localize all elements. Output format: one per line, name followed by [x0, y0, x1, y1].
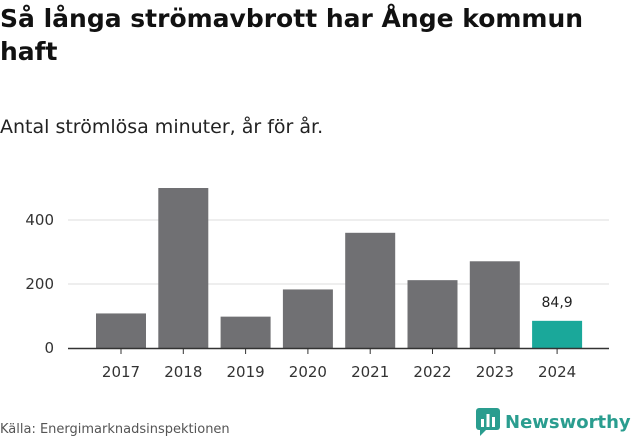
x-tick-label: 2024: [538, 363, 576, 381]
bar: [158, 188, 209, 348]
x-tick-label: 2017: [102, 363, 140, 381]
newsworthy-chart-icon: [476, 408, 500, 436]
brand-name: Newsworthy: [505, 411, 631, 433]
data-label: 84,9: [542, 295, 573, 311]
chart-title: Så långa strömavbrott har Ånge kommun ha…: [0, 4, 584, 66]
y-tick-label: 400: [25, 211, 54, 229]
bar: [220, 316, 271, 348]
source-note: Källa: Energimarknadsinspektionen: [0, 422, 230, 437]
brand-logo: Newsworthy: [476, 408, 631, 436]
bar: [282, 289, 333, 348]
bar: [407, 280, 458, 348]
bar-chart: 0 200 400 2017 2018 2019 2020 2021 2022 2023 2024 8…: [25, 188, 609, 381]
x-tick-label: 2021: [351, 363, 389, 381]
bar: [532, 320, 583, 348]
bar: [469, 261, 520, 348]
bar: [345, 232, 396, 348]
chart-subtitle: Antal strömlösa minuter, år för år.: [0, 116, 324, 138]
x-tick-label: 2020: [289, 363, 327, 381]
x-tick-label: 2018: [164, 363, 202, 381]
bar: [96, 313, 146, 348]
x-tick-label: 2023: [476, 363, 514, 381]
y-tick-label: 0: [44, 339, 54, 357]
x-tick-label: 2022: [413, 363, 451, 381]
x-tick-label: 2019: [227, 363, 265, 381]
y-tick-label: 200: [25, 275, 54, 293]
